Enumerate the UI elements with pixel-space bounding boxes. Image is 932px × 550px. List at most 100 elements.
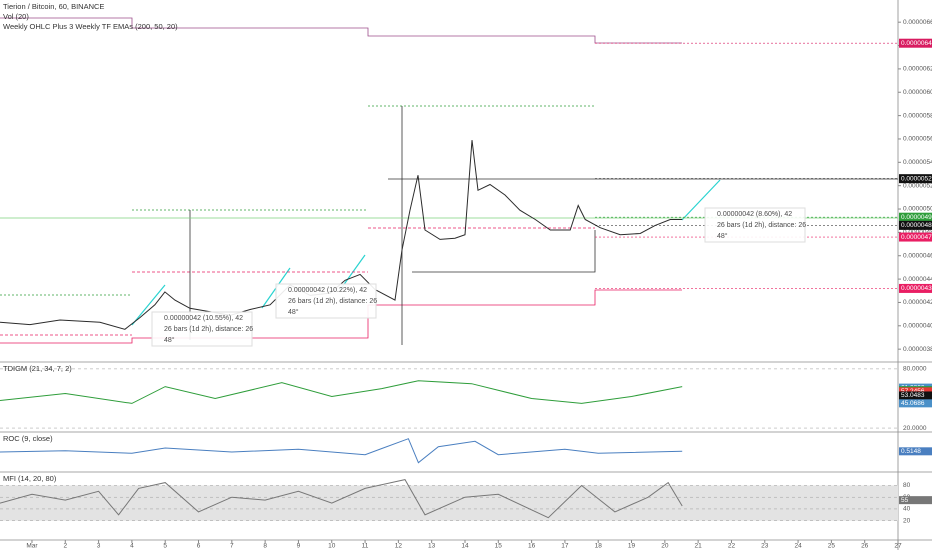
price-label: 0.00000486 — [901, 222, 932, 229]
x-tick-label: 3 — [97, 543, 101, 550]
level-label-box — [899, 496, 932, 505]
trend-line — [131, 284, 166, 326]
price-label: 0.00000476 — [901, 234, 932, 241]
x-tick-label: 17 — [561, 543, 569, 550]
annotation-text: 26 bars (1d 2h), distance: 26 — [164, 326, 253, 333]
y-tick-label: 0.00000540 — [903, 159, 932, 166]
y-tick-label: 80.0000 — [903, 366, 927, 373]
x-tick-label: 5 — [163, 543, 167, 550]
x-tick-label: 22 — [728, 543, 736, 550]
annotation-text: 48° — [164, 336, 175, 344]
legend-entry: Weekly OHLC Plus 3 Weekly TF EMAs (200, … — [3, 22, 178, 31]
y-tick-label: 20.0000 — [903, 425, 927, 432]
annotation-text: 26 bars (1d 2h), distance: 26 — [717, 222, 806, 229]
level-label: 45.0686 — [901, 400, 925, 407]
x-tick-label: 13 — [428, 543, 436, 550]
price-label: 0.00000432 — [901, 285, 932, 292]
price-label-box — [899, 174, 932, 184]
panel-title: ROC (9, close) — [3, 434, 53, 443]
price-label: 0.00000642 — [901, 40, 932, 47]
annotation-box — [151, 311, 253, 347]
x-tick-label: 16 — [528, 543, 536, 550]
trend-line — [681, 179, 721, 221]
x-tick-label: 12 — [395, 543, 403, 550]
price-label-box — [899, 232, 932, 242]
price-label-box — [899, 212, 932, 222]
level-label-box — [899, 399, 932, 408]
x-tick-label: 7 — [230, 543, 234, 550]
y-tick-label: 0.00000560 — [903, 136, 932, 143]
level-line — [0, 227, 595, 336]
annotation-box — [275, 283, 377, 319]
series-line — [0, 479, 683, 519]
x-tick-label: 2 — [63, 543, 67, 550]
x-tick-label: 21 — [695, 543, 703, 550]
annotation-box — [704, 207, 806, 243]
level-label: 0.5148 — [901, 448, 921, 455]
x-tick-label: 20 — [661, 543, 669, 550]
x-tick-label: 26 — [861, 543, 869, 550]
y-tick-label: 0.00000500 — [903, 206, 932, 213]
x-tick-label: 23 — [761, 543, 769, 550]
price-label: 0.00000493 — [901, 214, 932, 221]
price-label-box — [899, 220, 932, 230]
x-tick-label: 15 — [495, 543, 503, 550]
y-tick-label: 0.00000400 — [903, 323, 932, 330]
x-tick-label: 8 — [263, 543, 267, 550]
annotation-text: 0.00000042 (8.60%), 42 — [717, 211, 792, 218]
level-label-box — [899, 387, 932, 396]
chart-title: Tierion / Bitcoin, 60, BINANCE — [3, 2, 104, 11]
y-tick-label: 0.00000380 — [903, 346, 932, 353]
level-label: 53.0483 — [901, 392, 925, 399]
y-tick-label: 0.00000520 — [903, 182, 932, 189]
measure-line — [189, 106, 898, 345]
y-tick-label: 40 — [903, 506, 911, 513]
y-tick-label: 0.00000600 — [903, 89, 932, 96]
x-tick-label: 25 — [828, 543, 836, 550]
y-tick-label: 0.00000460 — [903, 252, 932, 259]
series-line — [0, 140, 683, 330]
annotation-text: 0.00000042 (10.22%), 42 — [288, 287, 367, 294]
x-tick-label: 9 — [297, 543, 301, 550]
x-tick-label: 6 — [197, 543, 201, 550]
x-tick-label: Mar — [26, 543, 38, 550]
legend-entry: Vol (20) — [3, 12, 29, 21]
y-tick-label: 0.00000620 — [903, 66, 932, 73]
x-tick-label: 10 — [328, 543, 336, 550]
annotation-text: 48° — [717, 232, 728, 240]
annotation-text: 48° — [288, 308, 299, 316]
x-tick-label: 11 — [362, 543, 369, 550]
price-label-box — [899, 38, 932, 48]
price-label: 0.00000526 — [901, 175, 932, 182]
level-label-box — [899, 447, 932, 456]
price-label-box — [899, 283, 932, 293]
annotation-text: 26 bars (1d 2h), distance: 26 — [288, 298, 377, 305]
y-tick-label: 0.00000420 — [903, 299, 932, 306]
panel-title: TDIGM (21, 34, 7, 2) — [3, 364, 72, 373]
band — [0, 485, 898, 521]
y-tick-label: 80 — [903, 482, 911, 489]
x-tick-label: 4 — [130, 543, 134, 550]
x-tick-label: 18 — [595, 543, 603, 550]
x-tick-label: 19 — [628, 543, 636, 550]
level-line — [0, 105, 595, 296]
y-tick-label: 0.00000580 — [903, 112, 932, 119]
level-line — [0, 17, 682, 44]
annotation-text: 0.00000042 (10.55%), 42 — [164, 315, 243, 322]
x-tick-label: 27 — [894, 543, 902, 550]
level-label: 55 — [901, 497, 909, 504]
levels-decor — [0, 17, 898, 345]
series-line — [0, 438, 683, 464]
level-line — [0, 289, 682, 344]
level-label-box — [899, 391, 932, 400]
y-tick-label: 20 — [903, 517, 911, 524]
series-line — [0, 380, 683, 404]
x-tick-label: 24 — [794, 543, 802, 550]
y-tick-label: 0.00000660 — [903, 19, 932, 26]
x-tick-label: 14 — [461, 543, 469, 550]
panel-title: MFI (14, 20, 80) — [3, 474, 57, 483]
y-tick-label: 0.00000440 — [903, 276, 932, 283]
